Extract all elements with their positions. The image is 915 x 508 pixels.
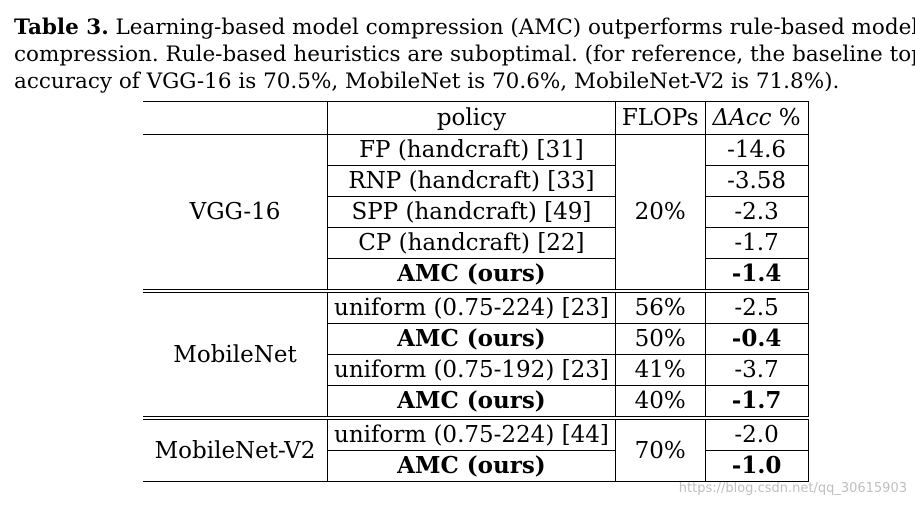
- acc-cell: -2.3: [705, 196, 809, 228]
- acc-cell: -3.7: [705, 354, 809, 386]
- table-row: AMC (ours) -1.0: [143, 450, 809, 482]
- acc-cell: -1.7: [705, 227, 809, 259]
- policy-cell-ours: AMC (ours): [327, 258, 616, 292]
- table-row: AMC (ours) 50% -0.4: [143, 323, 809, 355]
- acc-cell-ours: -1.0: [705, 450, 809, 482]
- flops-cell: 41%: [615, 354, 706, 386]
- policy-cell: uniform (0.75-224) [23]: [327, 289, 616, 324]
- network-vgg16: VGG-16: [143, 134, 328, 292]
- header-acc-delta: ΔAcc: [712, 105, 772, 131]
- flops-cell: 50%: [615, 323, 706, 355]
- header-row: policy FLOPs ΔAcc %: [143, 101, 809, 135]
- acc-cell-ours: -0.4: [705, 323, 809, 355]
- header-acc: ΔAcc %: [705, 101, 809, 135]
- table-row: VGG-16 FP (handcraft) [31] 20% -14.6: [143, 134, 809, 292]
- policy-cell: uniform (0.75-224) [44]: [327, 416, 616, 451]
- flops-cell: 40%: [615, 385, 706, 419]
- table-row: CP (handcraft) [22] -1.7: [143, 227, 809, 259]
- policy-cell: RNP (handcraft) [33]: [327, 165, 616, 197]
- acc-cell-ours: -1.7: [705, 385, 809, 419]
- policy-cell: FP (handcraft) [31]: [327, 134, 616, 166]
- acc-cell: -14.6: [705, 134, 809, 166]
- policy-cell-ours: AMC (ours): [327, 450, 616, 482]
- header-acc-unit: %: [771, 105, 801, 131]
- header-flops: FLOPs: [615, 101, 706, 135]
- policy-cell-ours: AMC (ours): [327, 323, 616, 355]
- header-network: [143, 101, 328, 135]
- acc-cell: -2.5: [705, 289, 809, 324]
- caption-label: Table 3.: [14, 15, 109, 40]
- watermark-text: https://blog.csdn.net/qq_30615903: [678, 481, 907, 496]
- policy-cell-ours: AMC (ours): [327, 385, 616, 419]
- policy-cell: CP (handcraft) [22]: [327, 227, 616, 259]
- acc-cell: -2.0: [705, 416, 809, 451]
- caption-line-2: compression. Rule-based heuristics are s…: [14, 42, 915, 67]
- table-row: RNP (handcraft) [33] -3.58: [143, 165, 809, 197]
- results-table: policy FLOPs ΔAcc % VGG-16 FP (handcraft…: [143, 101, 809, 482]
- policy-cell: SPP (handcraft) [49]: [327, 196, 616, 228]
- table-row: AMC (ours) 40% -1.7: [143, 385, 809, 419]
- flops-cell: 56%: [615, 289, 706, 324]
- flops-cell: 20%: [615, 134, 706, 292]
- network-mobilenet: MobileNet: [143, 289, 328, 419]
- table-caption: Table 3. Learning-based model compressio…: [14, 14, 915, 95]
- acc-cell-ours: -1.4: [705, 258, 809, 292]
- table-row: MobileNet uniform (0.75-224) [23] 56% -2…: [143, 289, 809, 419]
- header-policy: policy: [327, 101, 616, 135]
- flops-cell: 70%: [615, 416, 706, 482]
- caption-line-3: accuracy of VGG-16 is 70.5%, MobileNet i…: [14, 69, 840, 94]
- acc-cell: -3.58: [705, 165, 809, 197]
- table-row: AMC (ours) -1.4: [143, 258, 809, 292]
- table-row: MobileNet-V2 uniform (0.75-224) [44] 70%…: [143, 416, 809, 482]
- caption-line-1: Learning-based model compression (AMC) o…: [108, 15, 915, 40]
- policy-cell: uniform (0.75-192) [23]: [327, 354, 616, 386]
- table-row: SPP (handcraft) [49] -2.3: [143, 196, 809, 228]
- table-row: uniform (0.75-192) [23] 41% -3.7: [143, 354, 809, 386]
- network-mobilenet-v2: MobileNet-V2: [143, 416, 328, 482]
